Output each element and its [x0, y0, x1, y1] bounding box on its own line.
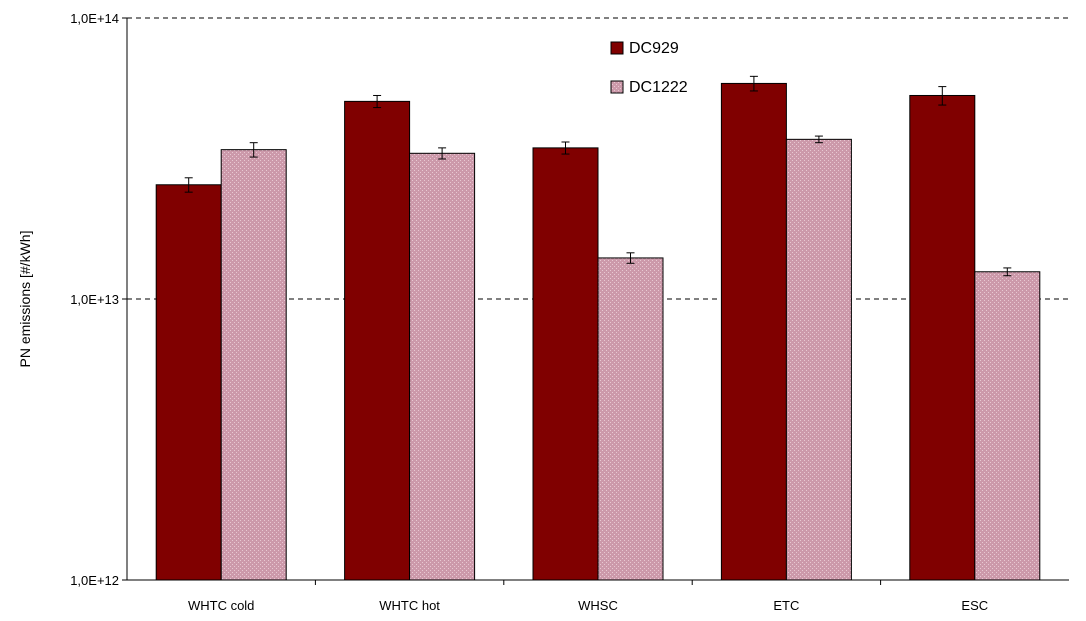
bar-dc1222-whtc-cold: [220, 149, 287, 581]
bar-dc1222-whtc-hot: [409, 152, 476, 581]
legend-swatch-dc1222: [610, 80, 624, 94]
bar-dc1222-whsc: [597, 257, 664, 581]
y-axis-title: PN emissions [#/kWh]: [17, 231, 33, 368]
x-tick-label: WHTC cold: [188, 598, 254, 613]
bars: [155, 82, 1041, 581]
x-tick-label: ESC: [961, 598, 988, 613]
x-tick-label: WHTC hot: [379, 598, 440, 613]
legend-label-dc929: DC929: [629, 40, 679, 57]
bar-dc929-whtc-hot: [344, 100, 411, 581]
y-tick-label: 1,0E+14: [70, 11, 119, 26]
axes: 1,0E+12 1,0E+13 1,0E+14 WHTC cold WHTC hot WH…: [70, 11, 1069, 613]
y-tick-label: 1,0E+12: [70, 573, 119, 588]
x-tick-label: ETC: [773, 598, 799, 613]
bar-dc929-whtc-cold: [155, 184, 222, 581]
legend-label-dc1222: DC1222: [629, 79, 688, 96]
error-bars: [184, 75, 1012, 277]
bar-dc1222-esc: [974, 271, 1041, 581]
bar-dc929-esc: [909, 94, 976, 581]
y-tick-label: 1,0E+13: [70, 292, 119, 307]
bar-dc1222-etc: [785, 138, 852, 581]
legend-swatch-dc929: [610, 41, 624, 55]
bar-dc929-etc: [720, 82, 787, 581]
x-tick-label: WHSC: [578, 598, 618, 613]
bar-dc929-whsc: [532, 147, 599, 581]
legend: DC929 DC1222: [597, 32, 712, 103]
